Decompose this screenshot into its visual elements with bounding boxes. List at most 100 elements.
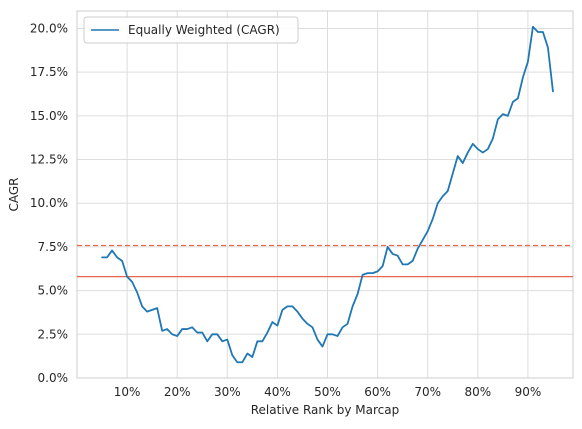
data-point [442, 196, 443, 197]
y-tick-label: 20.0% [30, 21, 68, 35]
y-tick-label: 2.5% [38, 327, 69, 341]
x-tick-label: 80% [464, 385, 491, 399]
data-point [427, 231, 428, 232]
data-point [392, 253, 393, 254]
data-point [467, 152, 468, 153]
data-point [292, 306, 293, 307]
data-point [202, 332, 203, 333]
series-lines [101, 25, 554, 364]
data-point [287, 306, 288, 307]
data-point [197, 332, 198, 333]
data-point [282, 309, 283, 310]
y-axis-label: CAGR [7, 177, 21, 211]
x-tick-label: 70% [414, 385, 441, 399]
data-point [502, 114, 503, 115]
data-point [482, 152, 483, 153]
data-point [147, 311, 148, 312]
x-tick-label: 90% [515, 385, 542, 399]
data-point [121, 260, 122, 261]
y-tick-label: 0.0% [38, 371, 69, 385]
x-tick-label: 50% [314, 385, 341, 399]
data-point [106, 257, 107, 258]
legend-box [83, 16, 299, 44]
data-point [527, 61, 528, 62]
data-point [462, 162, 463, 163]
data-point [402, 264, 403, 265]
grid-lines [77, 11, 573, 379]
data-point [217, 334, 218, 335]
data-point [352, 306, 353, 307]
data-point [517, 98, 518, 99]
data-point [212, 334, 213, 335]
data-point [422, 239, 423, 240]
x-axis-label: Relative Rank by Marcap [251, 403, 399, 417]
data-point [307, 323, 308, 324]
data-point [447, 190, 448, 191]
data-point [237, 362, 238, 363]
y-tick-label: 7.5% [38, 240, 69, 254]
data-point [297, 311, 298, 312]
plot-frame [76, 10, 574, 379]
data-point [512, 101, 513, 102]
data-point [222, 341, 223, 342]
data-point [187, 328, 188, 329]
y-tick-labels: 0.0% 2.5% 5.0% 7.5% 10.0% 12.5% 15.0% 17.5% 20.0… [30, 21, 68, 385]
y-tick-label: 5.0% [38, 284, 69, 298]
data-point [252, 356, 253, 357]
legend-label-equally-weighted: Equally Weighted (CAGR) [128, 23, 280, 37]
x-tick-label: 20% [164, 385, 191, 399]
data-point [387, 246, 388, 247]
data-point [247, 353, 248, 354]
data-point [487, 148, 488, 149]
data-point [172, 334, 173, 335]
data-point [452, 173, 453, 174]
x-tick-label: 40% [264, 385, 291, 399]
data-point [432, 218, 433, 219]
y-tick-label: 15.0% [30, 109, 68, 123]
data-point [207, 341, 208, 342]
data-point [327, 334, 328, 335]
data-point [132, 281, 133, 282]
data-point [152, 309, 153, 310]
data-point [522, 77, 523, 78]
data-point [227, 339, 228, 340]
data-point [272, 321, 273, 322]
data-point [127, 276, 128, 277]
data-point [492, 138, 493, 139]
data-point [367, 273, 368, 274]
data-point [137, 292, 138, 293]
data-point [162, 330, 163, 331]
data-point [347, 323, 348, 324]
data-point [262, 341, 263, 342]
data-point [382, 266, 383, 267]
data-point [532, 26, 533, 27]
data-point [377, 271, 378, 272]
data-point [111, 250, 112, 251]
reference-lines [77, 244, 573, 278]
x-tick-label: 10% [114, 385, 141, 399]
data-point [182, 328, 183, 329]
y-tick-label: 17.5% [30, 65, 68, 79]
data-point [167, 328, 168, 329]
data-point [337, 335, 338, 336]
data-point [437, 203, 438, 204]
data-point [497, 119, 498, 120]
data-point [242, 362, 243, 363]
data-point [372, 273, 373, 274]
x-tick-labels: 10% 20% 30% 40% 50% 60% 70% 80% 90% [114, 385, 541, 399]
series-line-0 [101, 25, 554, 364]
y-tick-label: 12.5% [30, 153, 68, 167]
data-point [116, 257, 117, 258]
data-point [472, 143, 473, 144]
x-tick-label: 30% [214, 385, 241, 399]
data-point [397, 255, 398, 256]
data-point [552, 91, 553, 92]
data-point [357, 294, 358, 295]
data-point [277, 325, 278, 326]
data-point [362, 274, 363, 275]
data-point [457, 155, 458, 156]
data-point [192, 327, 193, 328]
data-point [547, 47, 548, 48]
